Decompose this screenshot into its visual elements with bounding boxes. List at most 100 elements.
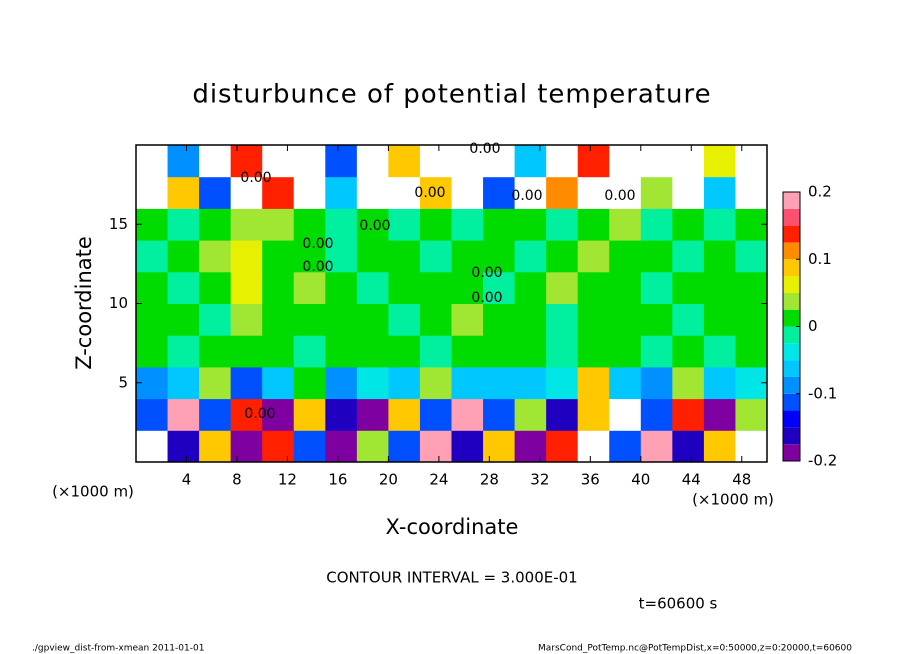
cell: [672, 271, 705, 304]
colorbar-segment: [783, 192, 800, 209]
cell: [293, 430, 326, 463]
cell: [325, 303, 358, 336]
cell: [325, 176, 358, 209]
x-unit-right: (×1000 m): [692, 491, 774, 509]
cell: [735, 271, 768, 304]
cell: [483, 208, 516, 241]
y-tick-label: 15: [109, 215, 128, 233]
cell: [419, 303, 452, 336]
cell: [356, 366, 389, 400]
colorbar-segment: [783, 259, 800, 277]
x-tick-label: 20: [379, 471, 398, 489]
x-tick-label: 44: [682, 471, 701, 489]
cell: [293, 303, 326, 336]
cell: [735, 240, 768, 273]
cell: [483, 176, 516, 209]
cell: [388, 398, 421, 431]
cell: [419, 176, 452, 209]
cell: [609, 335, 642, 368]
cell: [640, 366, 673, 400]
cell: [167, 240, 200, 273]
cell: [546, 208, 579, 241]
cell: [419, 366, 452, 400]
contour-label: 0.00: [302, 236, 333, 252]
cell: [609, 145, 642, 178]
cell: [136, 176, 169, 209]
cell: [262, 240, 295, 273]
cell: [609, 303, 642, 336]
cell: [388, 240, 421, 273]
cell: [356, 271, 389, 304]
cell: [419, 430, 452, 463]
cell: [546, 145, 579, 178]
cell: [136, 303, 169, 336]
cell: [640, 145, 673, 178]
cell: [167, 335, 200, 368]
colorbar-segment: [783, 343, 800, 361]
cell: [672, 145, 705, 178]
cell: [514, 271, 547, 304]
cell: [419, 271, 452, 304]
cell: [514, 366, 547, 400]
cell: [388, 366, 421, 400]
cell: [388, 271, 421, 304]
cell: [609, 430, 642, 463]
cell: [703, 271, 736, 304]
cell: [451, 176, 484, 209]
colorbar-segment: [783, 360, 800, 377]
colorbar-segment: [783, 242, 800, 260]
cell: [483, 430, 516, 463]
contour-interval: CONTOUR INTERVAL = 3.000E-01: [326, 569, 577, 587]
cell: [514, 208, 547, 241]
cell: [262, 208, 295, 241]
cell: [577, 240, 610, 273]
cell: [735, 303, 768, 336]
cell: [514, 176, 547, 209]
cell: [609, 208, 642, 241]
x-axis-title: X-coordinate: [386, 515, 519, 539]
cell: [672, 335, 705, 368]
x-tick-label: 16: [328, 471, 347, 489]
cell: [325, 430, 358, 463]
cell: [609, 271, 642, 304]
x-tick-label: 36: [581, 471, 600, 489]
cell: [451, 398, 484, 431]
cell: [640, 335, 673, 368]
cell: [293, 398, 326, 431]
cell: [262, 398, 295, 431]
cell: [672, 176, 705, 209]
cell: [546, 335, 579, 368]
cell: [325, 366, 358, 400]
cell: [293, 240, 326, 273]
contour-label: 0.00: [471, 265, 502, 281]
cell: [230, 398, 263, 431]
cell: [356, 398, 389, 431]
colorbar-tick-label: 0: [808, 317, 818, 335]
cell: [577, 398, 610, 431]
cell: [230, 176, 263, 209]
cell: [514, 240, 547, 273]
cell: [199, 271, 232, 304]
cell: [703, 430, 736, 463]
cell: [293, 176, 326, 209]
cell: [199, 366, 232, 400]
cell: [514, 303, 547, 336]
footer-left: ./gpview_dist-from-xmean 2011-01-01: [32, 644, 204, 654]
cell: [483, 335, 516, 368]
cell: [451, 145, 484, 178]
cell: [230, 335, 263, 368]
cell: [672, 240, 705, 273]
cell: [735, 398, 768, 431]
cell: [483, 398, 516, 431]
cell: [483, 366, 516, 400]
x-tick-label: 28: [480, 471, 499, 489]
cell: [199, 335, 232, 368]
cell: [356, 335, 389, 368]
colorbar-segment: [783, 292, 800, 310]
cell: [136, 335, 169, 368]
cell: [262, 366, 295, 400]
colorbar-segment: [783, 427, 800, 445]
cell: [546, 176, 579, 209]
colorbar-segment: [783, 376, 800, 394]
cell: [199, 398, 232, 431]
